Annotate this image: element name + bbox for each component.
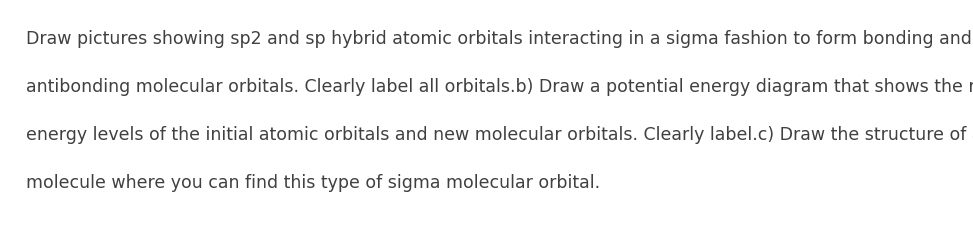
Text: energy levels of the initial atomic orbitals and new molecular orbitals. Clearly: energy levels of the initial atomic orbi…: [26, 126, 973, 144]
Text: Draw pictures showing sp2 and sp hybrid atomic orbitals interacting in a sigma f: Draw pictures showing sp2 and sp hybrid …: [26, 30, 972, 48]
Text: molecule where you can find this type of sigma molecular orbital.: molecule where you can find this type of…: [26, 174, 600, 192]
Text: antibonding molecular orbitals. Clearly label all orbitals.b) Draw a potential e: antibonding molecular orbitals. Clearly …: [26, 78, 973, 96]
